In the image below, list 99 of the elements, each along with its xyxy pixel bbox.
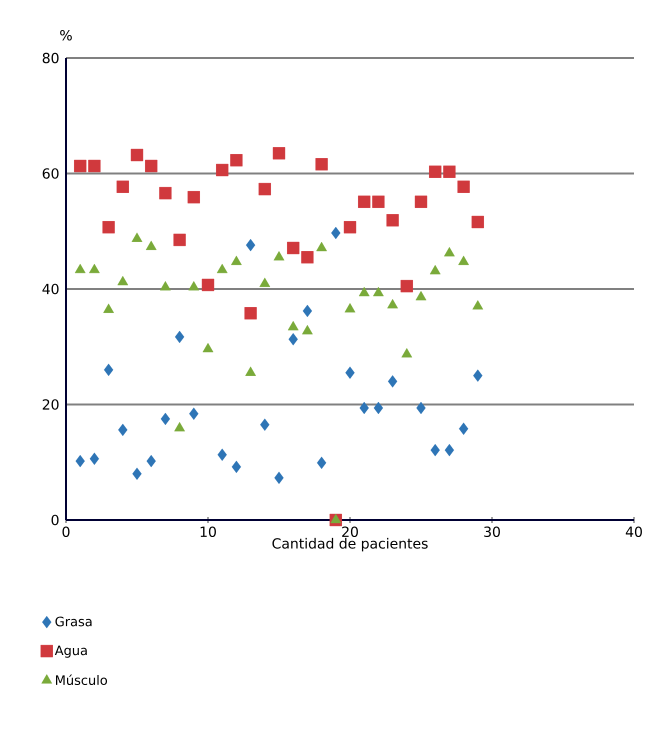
point bbox=[258, 182, 271, 196]
y-tick-label: 20 bbox=[42, 399, 59, 410]
point bbox=[244, 307, 257, 320]
point bbox=[74, 160, 86, 172]
point bbox=[146, 240, 157, 250]
point bbox=[174, 330, 184, 344]
point bbox=[74, 264, 86, 274]
y-tick-label: 60 bbox=[42, 168, 59, 179]
point bbox=[360, 402, 369, 414]
point bbox=[330, 514, 342, 524]
point bbox=[473, 369, 482, 382]
point bbox=[246, 238, 256, 252]
y-axis-title: % bbox=[60, 30, 72, 41]
legend-label: Grasa bbox=[55, 616, 92, 626]
point bbox=[386, 214, 399, 226]
point bbox=[118, 424, 128, 436]
point bbox=[443, 166, 456, 178]
point bbox=[174, 422, 185, 432]
point bbox=[457, 180, 470, 193]
point bbox=[414, 196, 428, 208]
x-tick-label: 0 bbox=[62, 526, 70, 538]
point bbox=[345, 366, 355, 379]
point bbox=[444, 247, 455, 256]
point bbox=[358, 196, 370, 208]
point bbox=[159, 186, 172, 200]
point bbox=[202, 278, 214, 292]
point bbox=[416, 290, 426, 300]
point bbox=[259, 278, 270, 287]
point bbox=[160, 412, 170, 426]
point bbox=[388, 375, 398, 388]
y-tick-label: 40 bbox=[42, 284, 59, 294]
point bbox=[430, 264, 441, 274]
legend-label: Músculo bbox=[56, 674, 108, 686]
point bbox=[401, 348, 412, 358]
point bbox=[132, 468, 142, 480]
point bbox=[302, 324, 313, 334]
point bbox=[216, 264, 228, 274]
point bbox=[358, 286, 370, 296]
point bbox=[374, 402, 384, 414]
point bbox=[146, 454, 156, 468]
x-tick-label: 20 bbox=[342, 526, 358, 538]
point bbox=[288, 333, 298, 346]
point bbox=[245, 366, 256, 376]
point bbox=[331, 226, 340, 240]
point bbox=[218, 448, 227, 461]
point bbox=[230, 154, 243, 166]
point bbox=[458, 422, 468, 435]
point bbox=[89, 264, 100, 274]
point bbox=[316, 242, 327, 252]
point bbox=[116, 180, 129, 193]
point bbox=[160, 281, 171, 290]
point bbox=[188, 281, 200, 290]
point bbox=[344, 221, 356, 234]
point bbox=[416, 402, 426, 414]
point bbox=[103, 304, 114, 313]
point bbox=[274, 472, 284, 484]
point bbox=[373, 286, 384, 296]
point bbox=[344, 303, 356, 312]
point bbox=[189, 408, 198, 420]
point bbox=[202, 342, 214, 352]
point bbox=[216, 164, 228, 176]
point bbox=[387, 298, 398, 308]
point bbox=[88, 160, 101, 172]
point bbox=[130, 148, 144, 162]
point bbox=[188, 191, 200, 204]
point bbox=[301, 251, 314, 264]
x-tick-label: 10 bbox=[200, 526, 216, 538]
point bbox=[102, 221, 115, 234]
point bbox=[302, 304, 312, 318]
point bbox=[458, 256, 469, 266]
point bbox=[90, 452, 100, 465]
x-tick-label: 30 bbox=[484, 526, 500, 538]
point bbox=[316, 456, 326, 469]
point bbox=[232, 460, 242, 474]
point bbox=[173, 234, 186, 246]
point bbox=[145, 160, 158, 172]
point bbox=[372, 196, 385, 208]
x-tick-label: 40 bbox=[626, 526, 642, 538]
legend-label: Agua bbox=[54, 646, 87, 658]
point bbox=[444, 444, 454, 456]
point bbox=[400, 280, 413, 292]
point bbox=[274, 251, 284, 260]
point bbox=[472, 300, 484, 310]
point bbox=[287, 242, 300, 254]
point bbox=[132, 232, 142, 242]
point bbox=[104, 364, 114, 376]
point bbox=[260, 418, 270, 431]
y-tick-label: 80 bbox=[42, 52, 59, 64]
point bbox=[315, 158, 328, 170]
point bbox=[288, 320, 299, 330]
point bbox=[117, 276, 128, 286]
point bbox=[231, 256, 242, 266]
point bbox=[272, 147, 286, 160]
point bbox=[430, 444, 440, 456]
point bbox=[76, 454, 85, 468]
x-axis-title: Cantidad de pacientes bbox=[272, 538, 428, 552]
y-tick-label: 0 bbox=[52, 514, 59, 526]
point bbox=[429, 166, 442, 178]
point bbox=[472, 216, 484, 228]
